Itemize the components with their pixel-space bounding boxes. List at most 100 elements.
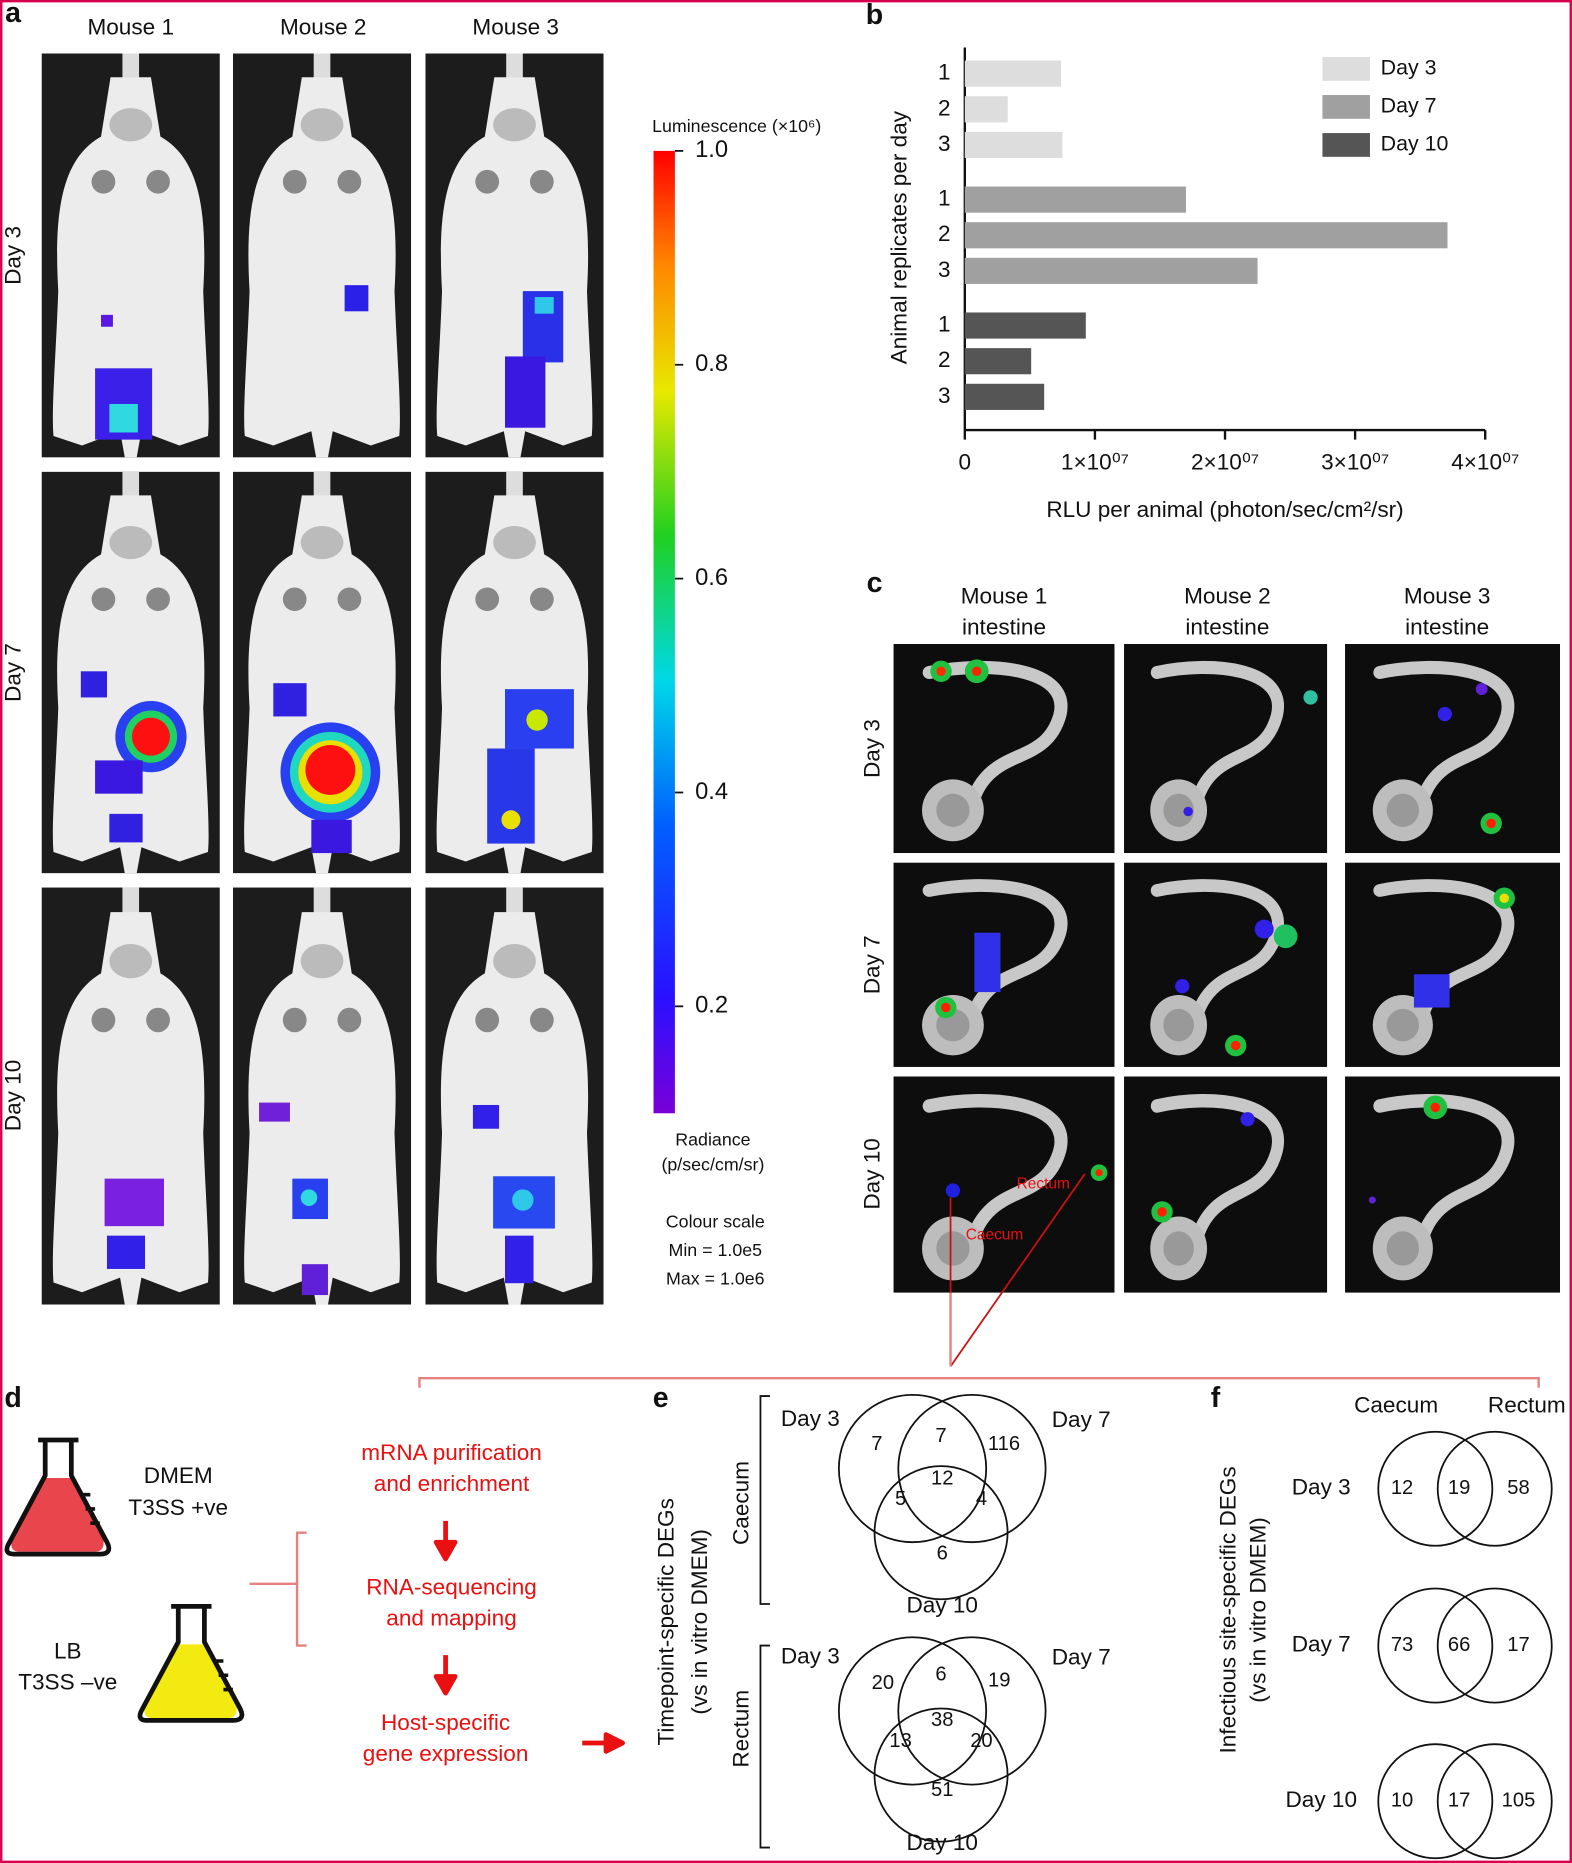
panel-label: d — [4, 1382, 21, 1414]
set-label: Rectum — [1488, 1393, 1566, 1418]
venn-count: 10 — [1391, 1790, 1413, 1812]
workflow-step: and mapping — [386, 1605, 516, 1630]
column-label: Mouse 1 — [87, 14, 174, 39]
row-label: Day 10 — [1286, 1787, 1358, 1812]
colorbar-tick-label: 0.4 — [695, 778, 728, 805]
column-label: Mouse 2 — [280, 14, 367, 39]
venn-count: 5 — [895, 1488, 906, 1510]
x-tick-label: 2×10⁰⁷ — [1191, 449, 1259, 474]
y-tick-label: 3 — [938, 131, 951, 156]
venn-diagrams — [759, 1393, 1553, 1860]
row-label: Day 10 — [0, 1060, 25, 1132]
y-tick-label: 3 — [938, 257, 951, 282]
venn-count: 105 — [1502, 1790, 1536, 1812]
legend-label: Day 3 — [1381, 56, 1437, 80]
row-label: Day 7 — [1292, 1632, 1351, 1657]
colorbar-tick-label: 0.8 — [695, 350, 728, 377]
x-tick-label: 1×10⁰⁷ — [1061, 449, 1129, 474]
legend-swatch — [1322, 133, 1370, 157]
annotation: Caecum — [966, 1227, 1023, 1244]
colorbar-tick-label: 0.2 — [695, 992, 728, 1019]
y-tick-label: 1 — [938, 60, 951, 85]
bar — [964, 186, 1186, 213]
column-label: Mouse 3 — [472, 14, 559, 39]
venn-count: 73 — [1391, 1634, 1413, 1656]
set-label: Day 7 — [1052, 1645, 1111, 1670]
venn-count: 17 — [1448, 1790, 1470, 1812]
bar — [964, 348, 1032, 375]
condition-label: LB — [54, 1639, 82, 1664]
venn-count: 12 — [1391, 1477, 1413, 1499]
workflow-graphics — [4, 1437, 626, 1754]
colorbar-scale: Min = 1.0e5 — [669, 1240, 763, 1260]
condition-label: DMEM — [144, 1463, 213, 1488]
column-label: Mouse 3 — [1404, 584, 1491, 609]
venn-count: 6 — [935, 1664, 946, 1686]
group-label: Caecum — [729, 1461, 754, 1545]
legend-label: Day 7 — [1381, 94, 1437, 118]
colorbar-units: Radiance — [675, 1129, 750, 1149]
venn-count: 13 — [889, 1730, 911, 1752]
workflow-step: and enrichment — [374, 1471, 530, 1496]
y-axis-label: (vs in vitro DMEM) — [687, 1529, 712, 1715]
venn-count: 19 — [1448, 1477, 1470, 1499]
venn-count: 19 — [988, 1670, 1010, 1692]
column-label: Mouse 2 — [1184, 584, 1271, 609]
venn-count: 4 — [976, 1488, 987, 1510]
row-label: Day 3 — [1292, 1475, 1351, 1500]
row-label: Day 7 — [859, 935, 884, 994]
bar — [964, 257, 1258, 284]
y-axis-label: Infectious site-specific DEGs — [1216, 1466, 1241, 1753]
y-axis-label: (vs in vitro DMEM) — [1245, 1517, 1270, 1703]
venn-count: 66 — [1448, 1634, 1470, 1656]
venn-count: 17 — [1507, 1634, 1529, 1656]
bar — [964, 222, 1448, 249]
legend-swatch — [1322, 57, 1370, 81]
y-tick-label: 1 — [938, 312, 951, 337]
panel-label: b — [866, 0, 883, 31]
venn-count: 58 — [1507, 1477, 1529, 1499]
y-tick-label: 2 — [938, 347, 951, 372]
x-tick-label: 4×10⁰⁷ — [1451, 449, 1519, 474]
colorbar-scale: Max = 1.0e6 — [666, 1268, 765, 1288]
panel-label: e — [653, 1382, 669, 1414]
colorbar-title: Luminescence (×10⁶) — [652, 116, 821, 136]
bar — [964, 131, 1063, 159]
annotation: Rectum — [1017, 1176, 1070, 1193]
set-label: Caecum — [1354, 1393, 1438, 1418]
colorbar-tick-label: 0.6 — [695, 564, 728, 591]
column-label: Mouse 1 — [961, 584, 1048, 609]
intestine-images — [418, 644, 1560, 1388]
y-tick-label: 3 — [938, 383, 951, 408]
row-label: Day 7 — [0, 643, 25, 702]
colorbar-scale: Colour scale — [666, 1211, 765, 1231]
condition-label: T3SS –ve — [18, 1670, 117, 1695]
y-tick-label: 2 — [938, 221, 951, 246]
workflow-step: mRNA purification — [361, 1440, 542, 1465]
x-tick-label: 0 — [959, 449, 972, 474]
bar — [964, 96, 1008, 123]
panel-label: f — [1211, 1382, 1221, 1414]
legend-swatch — [1322, 95, 1370, 119]
column-label: intestine — [1185, 614, 1269, 639]
colorbar — [653, 150, 675, 1114]
set-label: Day 10 — [906, 1830, 978, 1855]
y-axis-label: Timepoint-specific DEGs — [654, 1498, 679, 1745]
set-label: Day 10 — [906, 1592, 978, 1617]
workflow-step: RNA-sequencing — [366, 1575, 537, 1600]
row-label: Day 3 — [0, 226, 25, 285]
venn-count: 20 — [970, 1730, 992, 1752]
venn-count: 38 — [931, 1709, 953, 1731]
y-tick-label: 1 — [938, 186, 951, 211]
venn-count: 7 — [871, 1433, 882, 1455]
legend-label: Day 10 — [1381, 132, 1449, 156]
bar — [964, 60, 1062, 87]
y-axis-label: Animal replicates per day — [887, 110, 912, 364]
colorbar-tick-label: 1.0 — [695, 136, 728, 163]
bar — [964, 312, 1086, 339]
venn-count: 6 — [937, 1542, 948, 1564]
column-label: intestine — [1405, 614, 1489, 639]
panel-label: c — [867, 567, 883, 599]
